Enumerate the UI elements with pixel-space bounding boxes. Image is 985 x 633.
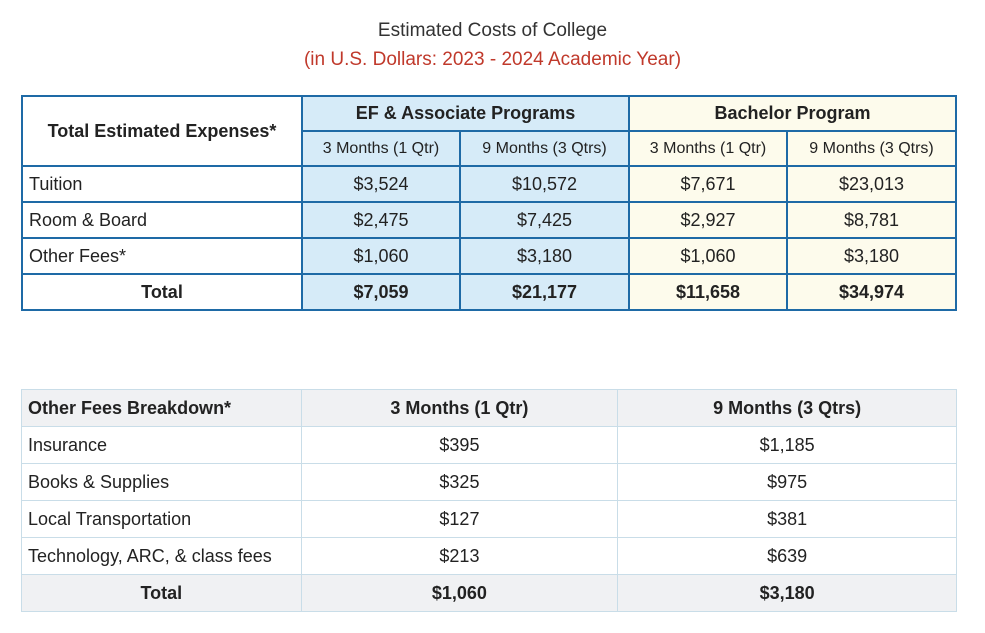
total-cell: $21,177 <box>458 273 631 311</box>
table-row: Technology, ARC, & class fees $213 $639 <box>21 537 957 575</box>
group-header-bachelor: Bachelor Program <box>628 95 958 132</box>
row-label: Books & Supplies <box>21 463 302 501</box>
row-label: Insurance <box>21 426 302 464</box>
total-cell: $7,059 <box>301 273 461 311</box>
table-cell: $3,180 <box>458 237 631 275</box>
table-cell: $10,572 <box>458 165 631 203</box>
expenses-table: Total Estimated Expenses* EF & Associate… <box>21 95 958 311</box>
table-cell: $1,185 <box>617 426 957 464</box>
total-cell: $3,180 <box>617 574 957 612</box>
breakdown-header-9-months: 9 Months (3 Qtrs) <box>617 389 957 427</box>
row-label: Technology, ARC, & class fees <box>21 537 302 575</box>
table-header-row: Total Estimated Expenses* EF & Associate… <box>21 95 958 167</box>
table-cell: $1,060 <box>301 237 461 275</box>
page-title: Estimated Costs of College <box>377 20 608 41</box>
table-cell: $975 <box>617 463 957 501</box>
group-header-ef-associate: EF & Associate Programs <box>300 95 631 132</box>
fees-breakdown-table: Other Fees Breakdown* 3 Months (1 Qtr) 9… <box>21 389 957 612</box>
table-cell: $7,671 <box>628 165 789 203</box>
subheader-ef-9-months: 9 Months (3 Qtrs) <box>458 130 631 167</box>
total-cell: $1,060 <box>300 574 619 612</box>
row-label: Other Fees* <box>21 237 303 275</box>
total-row: Total $1,060 $3,180 <box>21 574 957 612</box>
table-row: Books & Supplies $325 $975 <box>21 463 957 501</box>
table-row: Other Fees* $1,060 $3,180 $1,060 $3,180 <box>21 237 958 275</box>
table-cell: $381 <box>617 500 957 538</box>
table-cell: $2,927 <box>628 201 789 239</box>
row-label: Local Transportation <box>21 500 302 538</box>
table-row: Local Transportation $127 $381 <box>21 500 957 538</box>
table-cell: $3,180 <box>786 237 958 275</box>
subheader-bachelor-9-months: 9 Months (3 Qtrs) <box>786 130 958 167</box>
table-row: Tuition $3,524 $10,572 $7,671 $23,013 <box>21 165 958 203</box>
table-cell: $127 <box>300 500 619 538</box>
row-label: Room & Board <box>21 201 303 239</box>
total-row: Total $7,059 $21,177 $11,658 $34,974 <box>21 273 958 311</box>
table-cell: $7,425 <box>458 201 631 239</box>
table-cell: $639 <box>617 537 957 575</box>
total-label: Total <box>21 273 303 311</box>
breakdown-header-3-months: 3 Months (1 Qtr) <box>300 389 619 427</box>
table-cell: $23,013 <box>786 165 958 203</box>
table-header-row: Other Fees Breakdown* 3 Months (1 Qtr) 9… <box>21 389 957 427</box>
expenses-corner-label: Total Estimated Expenses* <box>21 95 303 167</box>
table-cell: $2,475 <box>301 201 461 239</box>
total-cell: $11,658 <box>628 273 789 311</box>
subheader-ef-3-months: 3 Months (1 Qtr) <box>301 130 461 167</box>
table-cell: $1,060 <box>628 237 789 275</box>
table-cell: $8,781 <box>786 201 958 239</box>
row-label: Tuition <box>21 165 303 203</box>
table-subheader-row: 3 Months (1 Qtr) 9 Months (3 Qtrs) 3 Mon… <box>22 130 958 167</box>
total-cell: $34,974 <box>786 273 958 311</box>
table-cell: $395 <box>300 426 619 464</box>
subheader-bachelor-3-months: 3 Months (1 Qtr) <box>628 130 789 167</box>
table-row: Room & Board $2,475 $7,425 $2,927 $8,781 <box>21 201 958 239</box>
table-cell: $3,524 <box>301 165 461 203</box>
page-subtitle: (in U.S. Dollars: 2023 - 2024 Academic Y… <box>303 49 682 70</box>
table-row: Insurance $395 $1,185 <box>21 426 957 464</box>
table-cell: $213 <box>300 537 619 575</box>
breakdown-header-label: Other Fees Breakdown* <box>21 389 302 427</box>
table-cell: $325 <box>300 463 619 501</box>
total-label: Total <box>21 574 302 612</box>
